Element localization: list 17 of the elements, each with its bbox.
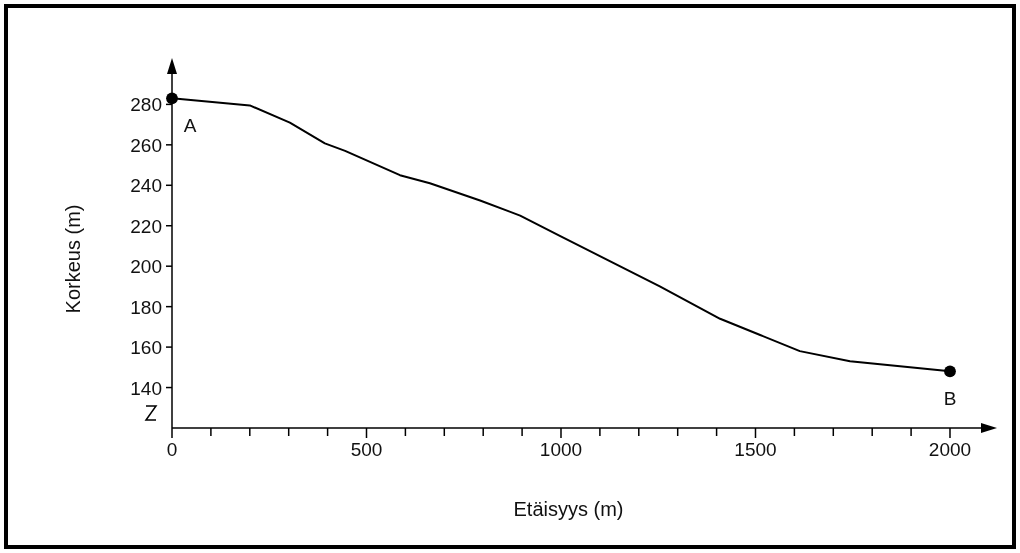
y-tick-label: 280 — [130, 94, 162, 116]
y-tick-label: 240 — [130, 175, 162, 197]
y-tick-label: 220 — [130, 215, 162, 237]
x-tick-label: 2000 — [928, 439, 972, 460]
y-tick-label: 180 — [130, 296, 162, 318]
y-axis-title: Korkeus (m) — [62, 204, 84, 314]
y-tick-label: 140 — [130, 377, 162, 399]
x-tick-label: 1000 — [539, 439, 583, 460]
y-tick-label: 160 — [130, 337, 162, 359]
y-tick-label: 260 — [130, 134, 162, 156]
x-tick-label: 500 — [350, 439, 383, 460]
y-tick-label: 200 — [130, 256, 162, 278]
x-tick-label: 0 — [166, 439, 178, 460]
annotation: A — [183, 115, 197, 137]
annotation: B — [943, 388, 957, 410]
x-axis-title: Etäisyys (m) — [513, 498, 624, 520]
x-tick-label: 1500 — [734, 439, 777, 460]
